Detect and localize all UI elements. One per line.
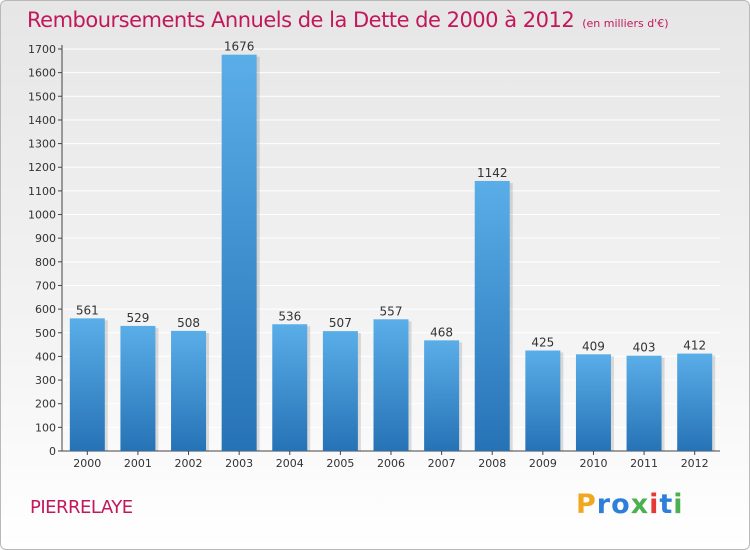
bar-value-label: 561 xyxy=(76,303,99,317)
logo-letter: o xyxy=(611,489,631,520)
x-tick-label: 2009 xyxy=(529,457,557,470)
bar-value-label: 409 xyxy=(582,339,605,353)
y-tick-label: 100 xyxy=(35,421,56,434)
bar-value-label: 468 xyxy=(430,325,453,339)
y-tick-label: 1600 xyxy=(28,67,56,80)
y-tick-label: 1200 xyxy=(28,161,56,174)
y-tick-label: 700 xyxy=(35,279,56,292)
y-tick-label: 1400 xyxy=(28,114,56,127)
x-tick-label: 2005 xyxy=(326,457,354,470)
bar xyxy=(575,354,611,451)
bar xyxy=(474,180,510,451)
proxiti-logo: Proxiti xyxy=(576,489,684,520)
y-tick-label: 1300 xyxy=(28,138,56,151)
y-tick-label: 400 xyxy=(35,350,56,363)
bar xyxy=(171,330,207,451)
bar xyxy=(677,353,713,451)
bar xyxy=(221,54,257,451)
bar xyxy=(525,350,561,451)
bar-value-label: 1142 xyxy=(477,166,508,180)
x-tick-label: 2007 xyxy=(428,457,456,470)
logo-letter: i xyxy=(673,489,684,520)
x-tick-label: 2012 xyxy=(681,457,709,470)
y-tick-label: 1500 xyxy=(28,90,56,103)
y-tick-label: 200 xyxy=(35,398,56,411)
bar-value-label: 557 xyxy=(380,304,403,318)
y-tick-label: 800 xyxy=(35,256,56,269)
x-tick-label: 2004 xyxy=(276,457,304,470)
chart-title: Remboursements Annuels de la Dette de 20… xyxy=(27,8,668,32)
bar xyxy=(626,355,662,451)
bar xyxy=(373,319,409,451)
y-tick-label: 1700 xyxy=(28,43,56,56)
bar-value-label: 403 xyxy=(633,341,656,355)
logo-letter: P xyxy=(576,489,597,520)
x-tick-label: 2010 xyxy=(579,457,607,470)
bar xyxy=(322,331,358,451)
x-tick-label: 2011 xyxy=(630,457,658,470)
bar-value-label: 425 xyxy=(531,336,554,350)
bar-value-label: 1676 xyxy=(224,40,255,54)
bar-value-label: 536 xyxy=(278,309,301,323)
x-tick-label: 2003 xyxy=(225,457,253,470)
y-tick-label: 1000 xyxy=(28,209,56,222)
bar-value-label: 507 xyxy=(329,316,352,330)
x-tick-label: 2002 xyxy=(175,457,203,470)
x-tick-label: 2000 xyxy=(73,457,101,470)
bar xyxy=(69,318,105,451)
chart-subtitle: (en milliers d'€) xyxy=(582,17,669,30)
y-tick-label: 1100 xyxy=(28,185,56,198)
x-tick-label: 2006 xyxy=(377,457,405,470)
bar-value-label: 508 xyxy=(177,316,200,330)
logo-letter: i xyxy=(649,489,660,520)
chart-title-text: Remboursements Annuels de la Dette de 20… xyxy=(27,8,575,32)
y-tick-label: 600 xyxy=(35,303,56,316)
bar xyxy=(272,324,308,451)
logo-letter: t xyxy=(659,489,674,520)
bar-value-label: 412 xyxy=(683,339,706,353)
y-tick-label: 500 xyxy=(35,327,56,340)
y-tick-label: 900 xyxy=(35,232,56,245)
x-tick-label: 2008 xyxy=(478,457,506,470)
y-tick-label: 300 xyxy=(35,374,56,387)
bar-value-label: 529 xyxy=(126,311,149,325)
bar xyxy=(120,325,156,451)
place-name: PIERRELAYE xyxy=(30,497,133,518)
y-tick-label: 0 xyxy=(49,445,56,458)
bar xyxy=(424,340,460,451)
logo-letter: x xyxy=(630,489,650,520)
x-tick-label: 2001 xyxy=(124,457,152,470)
logo-letter: r xyxy=(596,489,612,520)
